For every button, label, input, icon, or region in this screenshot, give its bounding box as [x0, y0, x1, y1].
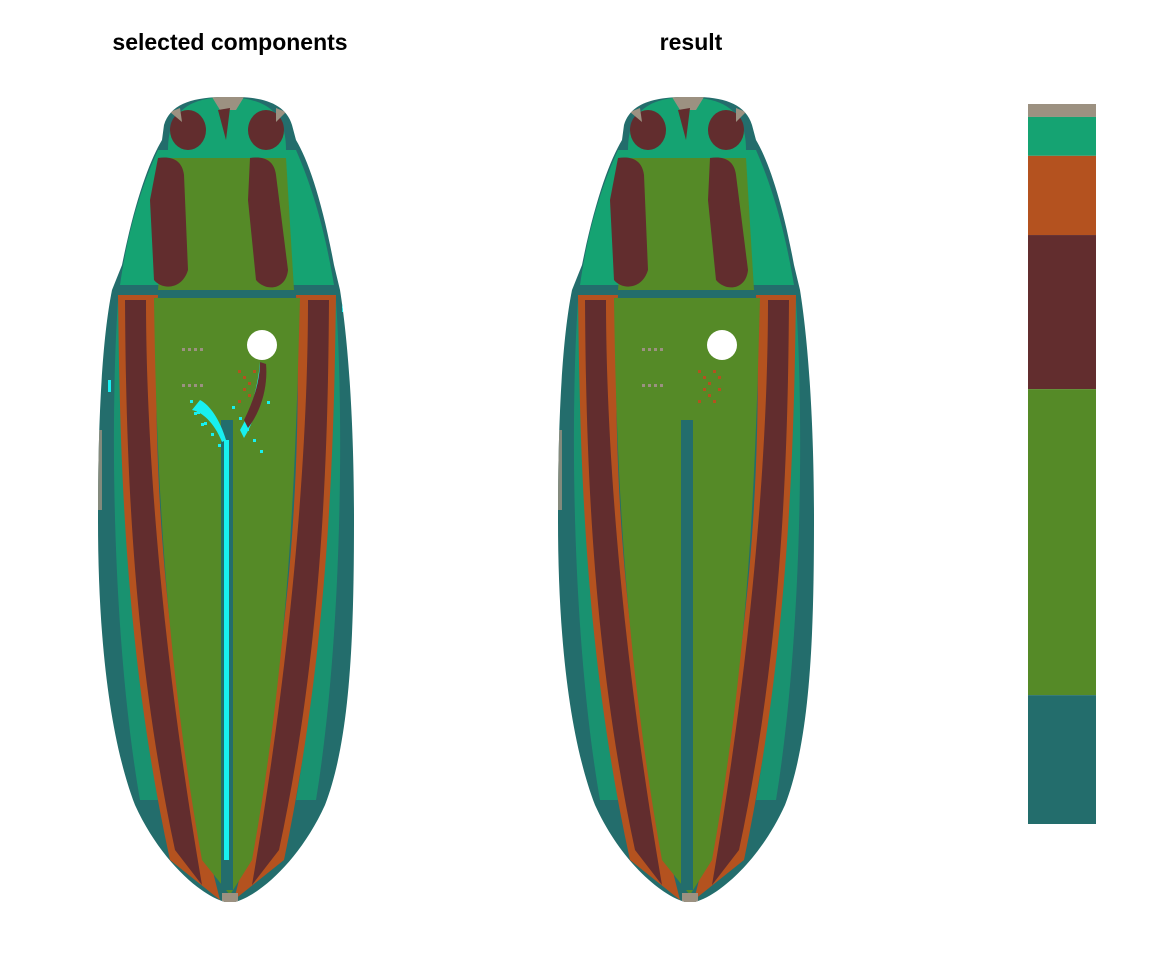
orange-speckle [243, 376, 246, 379]
gray-speckle [182, 348, 185, 351]
selected-components-overlay [108, 300, 345, 860]
beetle-result [558, 97, 814, 902]
legend-swatch-5 [1028, 695, 1096, 824]
cyan-speckle [253, 439, 256, 442]
cyan-branch-left [192, 400, 226, 442]
cyan-speckle [267, 401, 270, 404]
gray-speckle [188, 348, 191, 351]
head-gray-tip [672, 97, 704, 110]
left-maroon-stripe [585, 300, 662, 885]
right-eye [248, 110, 284, 150]
pronotum-left-stripe [150, 157, 188, 287]
right-head-gray [276, 108, 286, 122]
cyan-speckle [232, 406, 235, 409]
legend-swatch-2 [1028, 155, 1096, 236]
orange-speckle [248, 382, 251, 385]
head-gray-tip [212, 97, 244, 110]
orange-speckle [708, 382, 711, 385]
legend-swatch-4 [1028, 389, 1096, 696]
pronotum-left-stripe [610, 157, 648, 287]
gray-speckle [654, 348, 657, 351]
left-eye [170, 110, 206, 150]
orange-speckle [713, 400, 716, 403]
cyan-speckle [225, 455, 228, 458]
cyan-speckle [239, 417, 242, 420]
cyan-edge-right [342, 300, 345, 312]
head-center-mark [678, 108, 690, 140]
gray-speckle [660, 384, 663, 387]
white-hole [707, 330, 737, 360]
gray-speckle [182, 384, 185, 387]
suture-line [681, 420, 693, 890]
orange-speckle [703, 376, 706, 379]
left-gray-edge [558, 430, 562, 510]
cyan-speckle [194, 412, 197, 415]
gray-speckle [200, 384, 203, 387]
legend-swatch-1 [1028, 116, 1096, 156]
cyan-speckle [211, 433, 214, 436]
beetle-body [558, 97, 814, 902]
gray-speckle [654, 384, 657, 387]
gray-speckle [188, 384, 191, 387]
pronotum-right-stripe [708, 157, 748, 288]
legend-swatch-3 [1028, 235, 1096, 390]
orange-speckle [238, 370, 241, 373]
cyan-suture-line [224, 440, 229, 860]
cyan-edge-left [108, 380, 111, 392]
cyan-speckle [260, 450, 263, 453]
right-maroon-stripe [712, 300, 789, 885]
orange-speckle [243, 388, 246, 391]
left-gray-edge [98, 430, 102, 510]
orange-speckle [703, 388, 706, 391]
tail-gray [682, 893, 698, 902]
right-head-gray [736, 108, 746, 122]
beetle-body [98, 97, 354, 902]
gray-speckle [660, 348, 663, 351]
right-panel-title: result [659, 29, 723, 55]
orange-speckle [713, 370, 716, 373]
pronotum-right-stripe [248, 157, 288, 288]
cyan-speckle [201, 423, 204, 426]
cyan-speckle [190, 400, 193, 403]
left-head-gray [170, 108, 182, 122]
beetle-selected-components [98, 97, 354, 902]
orange-speckle [238, 400, 241, 403]
gray-speckle [194, 384, 197, 387]
gray-speckle [194, 348, 197, 351]
legend-swatch-0 [1028, 104, 1096, 117]
orange-speckle [253, 370, 256, 373]
right-eye [708, 110, 744, 150]
color-legend-strip [1028, 104, 1096, 824]
gray-speckle [642, 384, 645, 387]
cyan-speckle [218, 444, 221, 447]
orange-speckle [718, 376, 721, 379]
orange-speckle [698, 370, 701, 373]
orange-speckle [708, 394, 711, 397]
cyan-speckle [246, 428, 249, 431]
left-maroon-stripe [125, 300, 202, 885]
orange-speckle [698, 400, 701, 403]
head-center-mark [218, 108, 230, 140]
left-eye [630, 110, 666, 150]
maroon-component [244, 362, 267, 428]
left-panel-title: selected components [112, 29, 348, 55]
right-maroon-stripe [252, 300, 329, 885]
gray-speckle [648, 348, 651, 351]
cyan-speckle [197, 411, 200, 414]
cyan-speckle [204, 422, 207, 425]
gray-speckle [648, 384, 651, 387]
gray-speckle [200, 348, 203, 351]
left-head-gray [630, 108, 642, 122]
orange-speckle [718, 388, 721, 391]
orange-speckle [248, 394, 251, 397]
white-hole [247, 330, 277, 360]
gray-speckle [642, 348, 645, 351]
tail-gray [222, 893, 238, 902]
